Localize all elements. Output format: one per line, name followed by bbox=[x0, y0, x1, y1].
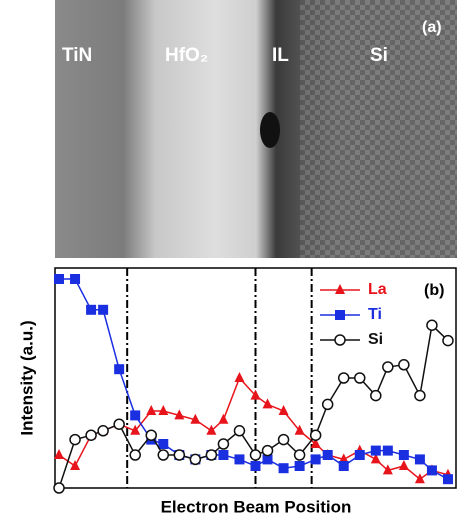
marker bbox=[398, 450, 409, 460]
marker bbox=[114, 364, 125, 375]
si-lattice bbox=[300, 0, 457, 258]
marker bbox=[442, 474, 453, 485]
image-label: Si bbox=[370, 45, 388, 66]
marker bbox=[250, 389, 261, 400]
marker bbox=[277, 433, 290, 446]
marker bbox=[414, 389, 426, 402]
marker bbox=[53, 482, 65, 494]
dark-spot bbox=[260, 112, 280, 148]
marker bbox=[158, 405, 169, 415]
marker bbox=[337, 372, 350, 384]
x-axis-label: Electron Beam Position bbox=[161, 497, 352, 516]
marker bbox=[249, 449, 262, 461]
marker bbox=[129, 449, 141, 461]
marker bbox=[261, 444, 274, 457]
marker bbox=[426, 319, 438, 331]
marker bbox=[158, 439, 169, 449]
marker bbox=[294, 461, 305, 471]
marker bbox=[234, 372, 245, 382]
marker bbox=[189, 453, 202, 466]
marker bbox=[233, 425, 246, 437]
marker bbox=[85, 429, 97, 441]
tem-image: TiN HfO₂ IL Si (a) bbox=[55, 0, 457, 258]
marker bbox=[190, 413, 201, 424]
marker bbox=[69, 433, 81, 446]
marker bbox=[293, 449, 306, 461]
marker bbox=[70, 274, 81, 284]
marker bbox=[398, 460, 409, 470]
image-label: TiN bbox=[62, 45, 92, 66]
marker bbox=[382, 464, 393, 475]
marker bbox=[278, 405, 289, 415]
marker bbox=[370, 389, 382, 402]
marker bbox=[70, 460, 81, 470]
marker bbox=[414, 473, 425, 484]
marker bbox=[338, 453, 349, 464]
marker bbox=[398, 359, 410, 371]
image-label: HfO₂ bbox=[165, 45, 208, 66]
legend-label: Ti bbox=[368, 306, 382, 323]
marker bbox=[218, 413, 229, 424]
marker bbox=[414, 454, 425, 465]
marker bbox=[262, 398, 273, 409]
panel-label: (a) bbox=[422, 19, 442, 36]
marker bbox=[173, 449, 186, 461]
marker bbox=[321, 398, 334, 411]
marker bbox=[426, 465, 437, 476]
marker bbox=[370, 453, 381, 464]
legend-marker bbox=[335, 310, 345, 320]
marker bbox=[250, 461, 261, 471]
marker bbox=[54, 274, 65, 284]
marker bbox=[370, 445, 381, 456]
marker bbox=[382, 361, 394, 373]
marker bbox=[262, 454, 273, 465]
marker bbox=[145, 429, 157, 441]
legend-label: La bbox=[368, 281, 387, 298]
marker bbox=[309, 429, 322, 441]
marker bbox=[217, 438, 230, 450]
marker bbox=[130, 410, 141, 421]
marker bbox=[113, 418, 125, 430]
marker bbox=[310, 454, 321, 465]
legend-marker bbox=[335, 284, 345, 294]
marker bbox=[54, 449, 65, 459]
panel-label: (b) bbox=[424, 282, 444, 299]
marker bbox=[206, 424, 217, 435]
marker bbox=[310, 438, 321, 448]
marker bbox=[338, 461, 349, 471]
marker bbox=[130, 424, 141, 435]
marker bbox=[218, 450, 229, 460]
marker bbox=[98, 304, 109, 315]
marker bbox=[354, 450, 365, 460]
marker bbox=[234, 454, 245, 465]
marker bbox=[322, 450, 333, 460]
marker bbox=[174, 409, 185, 420]
marker bbox=[278, 463, 289, 474]
y-axis-label: Intensity (a.u.) bbox=[17, 320, 36, 435]
image-label: IL bbox=[272, 45, 289, 66]
marker bbox=[86, 304, 97, 315]
marker bbox=[146, 405, 157, 415]
marker bbox=[354, 372, 366, 384]
legend-marker bbox=[334, 334, 346, 346]
marker bbox=[294, 424, 305, 435]
legend-label: Si bbox=[368, 331, 383, 348]
marker bbox=[157, 449, 170, 461]
marker bbox=[205, 449, 218, 461]
marker bbox=[442, 334, 454, 347]
marker bbox=[382, 445, 393, 456]
marker bbox=[97, 425, 109, 437]
